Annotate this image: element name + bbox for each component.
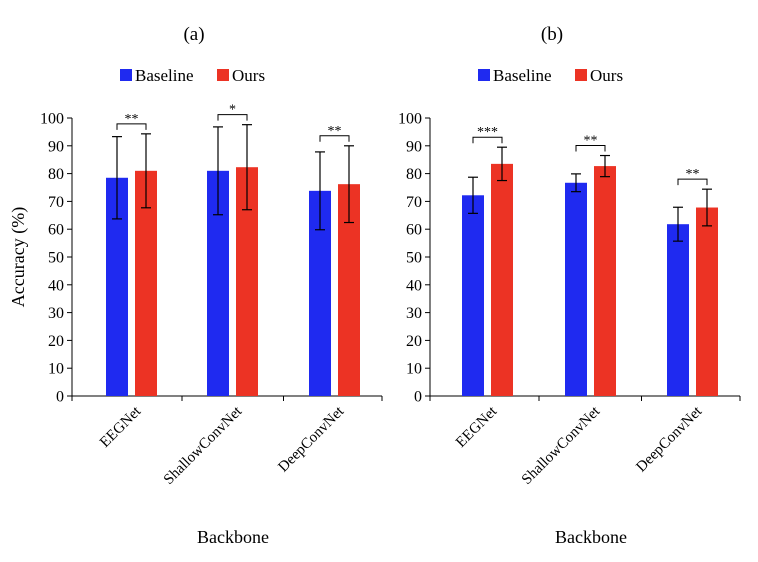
bar-ours (135, 170, 157, 396)
legend-label-ours: Ours (590, 66, 623, 85)
bar-baseline (106, 177, 128, 396)
x-category-label: ShallowConvNet (519, 403, 604, 488)
x-axis-title: Backbone (555, 527, 627, 547)
bar-ours (594, 166, 616, 396)
y-tick-label: 80 (48, 166, 64, 183)
y-tick-label: 40 (406, 277, 422, 294)
chart-panel-b: (b)Baseline Ours0102030405060708090100***… (398, 24, 741, 547)
y-tick-label: 100 (398, 111, 422, 128)
significance-label: ** (584, 134, 598, 149)
significance-label: *** (477, 125, 498, 140)
significance-bracket (319, 135, 350, 142)
bar-baseline (667, 224, 689, 396)
y-tick-label: 50 (48, 250, 64, 267)
x-category-label: ShallowConvNet (161, 403, 246, 488)
legend: Baseline Ours (120, 66, 265, 85)
legend-label-baseline: Baseline (493, 66, 552, 85)
panel-label: (a) (183, 24, 204, 45)
significance-bracket (575, 145, 606, 152)
significance-bracket (677, 178, 708, 186)
legend: Baseline Ours (478, 66, 623, 85)
x-category-label: DeepConvNet (275, 403, 348, 476)
x-axis-title: Backbone (197, 527, 269, 547)
y-tick-label: 20 (48, 333, 64, 350)
bar-baseline (565, 182, 587, 396)
legend-label-baseline: Baseline (135, 66, 194, 85)
legend-swatch-baseline (120, 69, 132, 81)
y-tick-label: 70 (406, 194, 422, 211)
y-tick-label: 0 (56, 389, 64, 406)
y-tick-label: 10 (48, 361, 64, 378)
significance-bracket (116, 123, 147, 130)
y-tick-label: 20 (406, 333, 422, 350)
bar-ours (696, 207, 718, 396)
bar-ours (236, 167, 258, 396)
y-tick-label: 60 (406, 222, 422, 239)
y-tick-label: 100 (40, 111, 64, 128)
y-tick-label: 10 (406, 361, 422, 378)
significance-label: ** (686, 167, 700, 182)
x-category-label: EEGNet (453, 403, 501, 451)
y-axis-title: Accuracy (%) (8, 207, 29, 307)
y-tick-label: 70 (48, 194, 64, 211)
y-tick-label: 90 (406, 138, 422, 155)
y-tick-label: 30 (406, 305, 422, 322)
bar-baseline (207, 170, 229, 396)
y-tick-label: 90 (48, 138, 64, 155)
x-category-label: EEGNet (97, 403, 145, 451)
chart-panel-a: (a) Baseline Ours 0 10 20 30 40 50 60 70 80 90 100 ** E… (8, 24, 383, 547)
y-tick-label: 0 (414, 389, 422, 406)
bar-ours (491, 163, 513, 396)
significance-label: * (229, 103, 236, 118)
legend-swatch-baseline (478, 69, 490, 81)
y-tick-label: 30 (48, 305, 64, 322)
significance-label: ** (125, 112, 139, 127)
y-tick-label: 80 (406, 166, 422, 183)
bar-ours (338, 184, 360, 396)
x-category-label: DeepConvNet (633, 403, 706, 476)
y-tick-label: 40 (48, 277, 64, 294)
y-tick-label: 60 (48, 222, 64, 239)
panel-label: (b) (541, 24, 563, 45)
significance-bracket (217, 114, 248, 121)
legend-swatch-ours (217, 69, 229, 81)
bar-baseline (309, 190, 331, 396)
legend-swatch-ours (575, 69, 587, 81)
significance-label: ** (328, 124, 342, 139)
bar-baseline (462, 195, 484, 396)
y-tick-label: 50 (406, 250, 422, 267)
legend-label-ours: Ours (232, 66, 265, 85)
significance-bracket (472, 136, 503, 144)
